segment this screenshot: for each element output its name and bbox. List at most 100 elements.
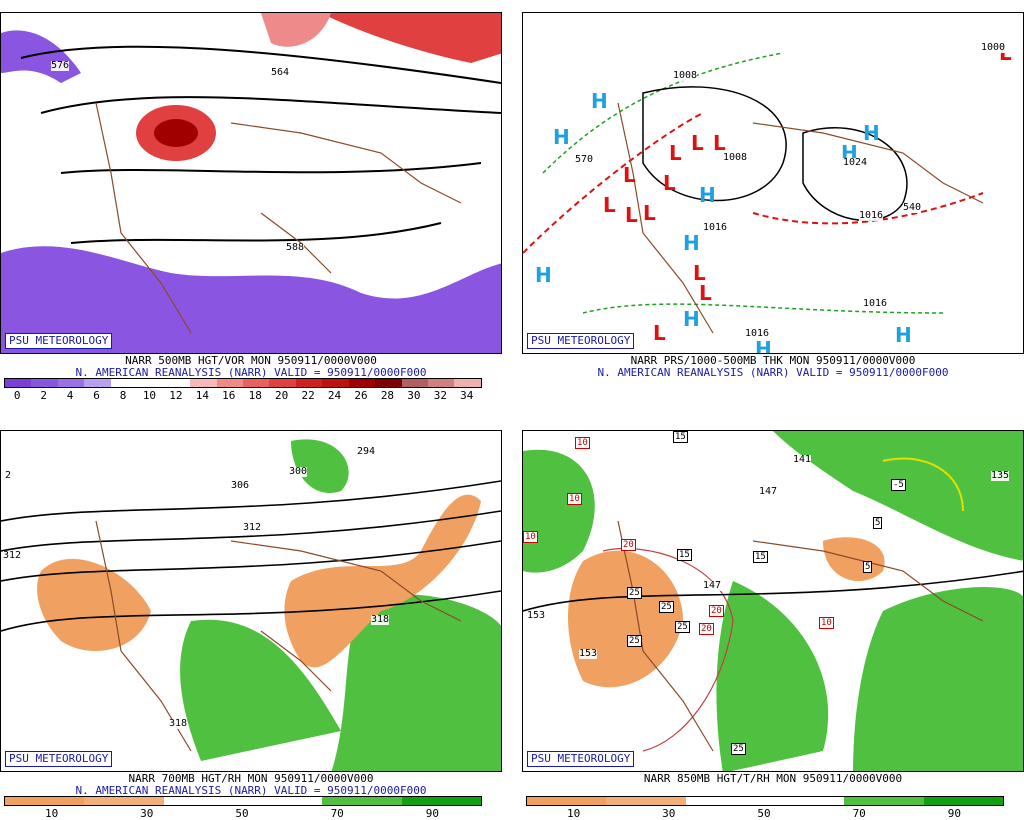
high-pressure-marker: H: [535, 263, 552, 287]
colorbar-tick-label: 8: [119, 389, 127, 402]
vorticity-red-region: [321, 13, 501, 63]
contour-label: 318: [169, 718, 188, 729]
colorbar-tick-label: 10: [566, 807, 581, 820]
colorbar-swatch: [190, 379, 217, 387]
colorbar-swatch: [5, 379, 32, 387]
colorbar-swatch: [322, 797, 402, 805]
colorbar-swatch: [5, 797, 85, 805]
colorbar-tick-label: 10: [142, 389, 157, 402]
rh-green-region: [523, 449, 595, 573]
colorbar-swatch: [322, 379, 349, 387]
panel-850mb-hgt-t-rh: 10 15 10 10 20 15 15 25 25 20 25 25 20 1…: [522, 418, 1024, 820]
panel-title: NARR 500MB HGT/VOR MON 950911/0000V000: [125, 354, 377, 367]
colorbar-tick-label: 50: [235, 807, 249, 820]
temperature-label: 25: [627, 587, 642, 599]
colorbar-tick-label: 70: [852, 807, 866, 820]
height-contour: [70, 222, 442, 244]
colorbar-swatch: [269, 379, 296, 387]
height-label: 135: [991, 470, 1010, 481]
vorticity-colorbar: [4, 378, 482, 388]
temperature-label: 10: [523, 531, 538, 543]
contour-label: 300: [289, 466, 308, 477]
temperature-label: 25: [627, 635, 642, 647]
colorbar-tick-label: 26: [354, 389, 368, 402]
thickness-contour: [582, 303, 944, 314]
colorbar-swatch: [84, 797, 164, 805]
rh-green-region: [773, 431, 1023, 561]
temperature-label: 20: [621, 539, 636, 551]
colorbar-tick-label: 18: [248, 389, 262, 402]
vorticity-purple-region: [1, 30, 81, 83]
rh-green-region: [853, 587, 1023, 771]
colorbar-swatch: [527, 797, 607, 805]
vorticity-colorbar-ticks: 0 2 4 6 8 10 12 14 16 18 20 22 24 26 28 30 32 34: [4, 389, 480, 402]
thickness-label: 540: [903, 202, 922, 213]
temperature-label: -5: [891, 479, 906, 491]
contour-label: 2: [5, 470, 12, 481]
panel-subtitle: N. AMERICAN REANALYSIS (NARR) VALID = 95…: [75, 784, 427, 797]
temperature-label: 5: [863, 561, 873, 573]
colorbar-swatch: [163, 379, 191, 387]
height-label: 147: [759, 486, 778, 497]
rh-green-region: [291, 439, 349, 493]
colorbar-tick-label: 16: [222, 389, 236, 402]
height-contour: [523, 570, 1023, 612]
colorbar-swatch: [295, 379, 323, 387]
height-label: 147: [703, 580, 722, 591]
low-pressure-marker: L: [653, 321, 666, 345]
height-contour: [1, 590, 501, 632]
colorbar-tick-label: 10: [44, 807, 59, 820]
low-pressure-marker: L: [669, 141, 682, 165]
map-mslp-svg: [523, 52, 984, 334]
colorbar-swatch: [375, 379, 402, 387]
temperature-label: 15: [673, 431, 688, 443]
psu-badge: PSU METEOROLOGY: [527, 333, 635, 349]
temperature-contour: [602, 547, 734, 752]
high-pressure-marker: H: [683, 307, 700, 331]
map-500mb: 564 576 588 PSU METEOROLOGY: [0, 12, 502, 354]
rh-orange-region: [284, 494, 481, 668]
isobar: [802, 127, 908, 222]
panel-title: NARR 850MB HGT/T/RH MON 950911/0000V000: [643, 772, 903, 785]
colorbar-tick-label: 30: [662, 807, 676, 820]
temperature-label: 20: [709, 605, 724, 617]
map-700mb: 2 312 306 300 294 312 318 318 PSU METEOR…: [0, 430, 502, 772]
colorbar-tick-label: 90: [947, 807, 962, 820]
colorbar-swatch: [401, 379, 428, 387]
temperature-label: 25: [659, 601, 674, 613]
temperature-contour: [882, 457, 964, 512]
map-700mb-svg: [1, 439, 501, 771]
colorbar-swatch: [685, 797, 765, 805]
colorbar-swatch: [454, 379, 481, 387]
isobar-label: 1016: [745, 328, 770, 339]
contour-label: 294: [357, 446, 376, 457]
colorbar-tick-label: 0: [13, 389, 21, 402]
high-pressure-marker: H: [553, 125, 570, 149]
colorbar-swatch: [401, 797, 481, 805]
contour-label: 312: [3, 550, 22, 561]
colorbar-tick-label: 24: [327, 389, 342, 402]
high-pressure-marker: H: [755, 337, 772, 354]
isobar-label: 1008: [723, 152, 748, 163]
isobar-label: 1000: [981, 42, 1006, 53]
panel-title: NARR 700MB HGT/RH MON 950911/0000V000: [128, 772, 374, 785]
panel-subtitle: N. AMERICAN REANALYSIS (NARR) VALID = 95…: [597, 366, 949, 379]
colorbar-swatch: [84, 379, 111, 387]
colorbar-tick-label: 30: [407, 389, 421, 402]
colorbar-tick-label: 20: [275, 389, 289, 402]
thickness-contour: [752, 192, 984, 225]
rh-colorbar: [4, 796, 482, 806]
height-contour: [1, 540, 501, 582]
rh-green-region: [180, 619, 341, 761]
temperature-label: 15: [677, 549, 692, 561]
height-label: 153: [579, 648, 598, 659]
low-pressure-marker: L: [603, 193, 616, 217]
coastline-borders: [617, 520, 984, 752]
height-contour: [40, 96, 501, 114]
vorticity-purple-region: [1, 246, 501, 353]
colorbar-tick-label: 12: [169, 389, 183, 402]
low-pressure-marker: L: [623, 163, 636, 187]
rh-colorbar-ticks: 10 30 50 70 90: [4, 807, 480, 820]
colorbar-tick-label: 50: [757, 807, 771, 820]
colorbar-tick-label: 90: [425, 807, 440, 820]
